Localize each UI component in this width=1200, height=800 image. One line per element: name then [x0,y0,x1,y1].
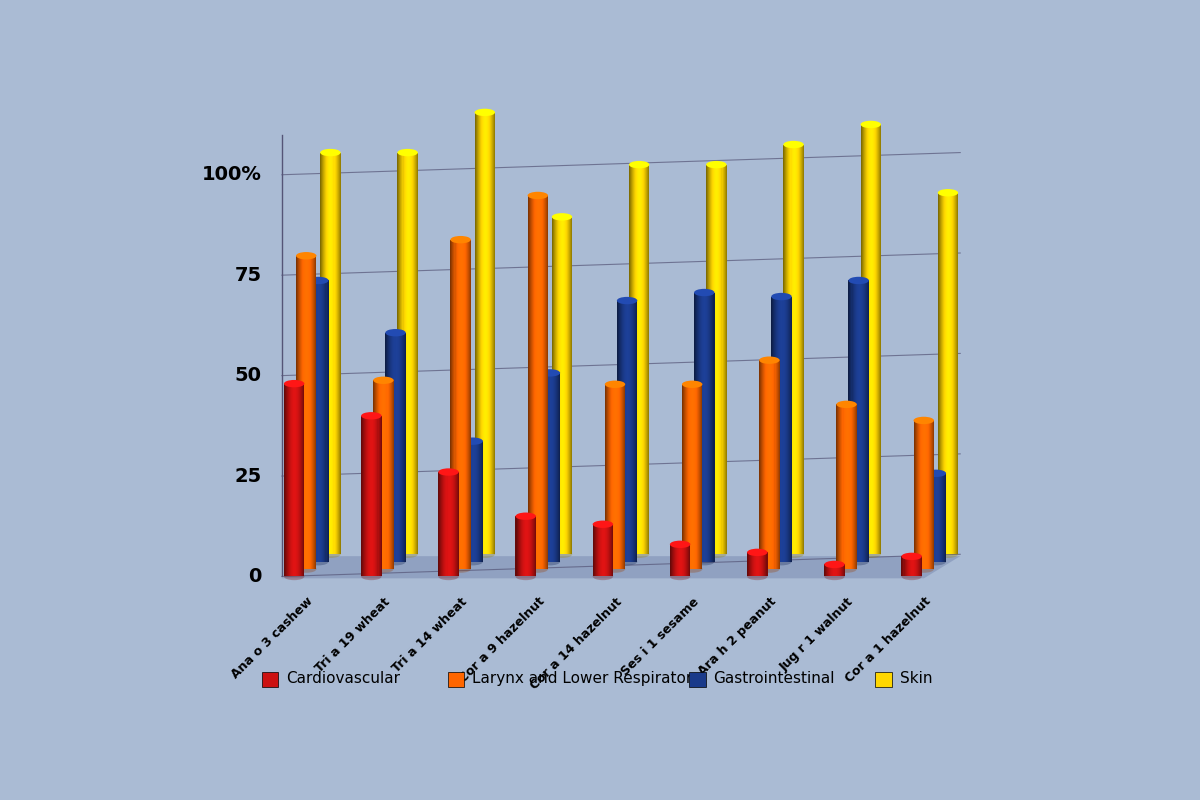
Ellipse shape [670,573,690,580]
Ellipse shape [937,550,958,558]
Ellipse shape [670,541,690,548]
Text: Skin: Skin [900,670,932,686]
Ellipse shape [913,417,934,424]
Ellipse shape [373,377,394,384]
Ellipse shape [605,381,625,388]
Ellipse shape [824,573,845,580]
Ellipse shape [308,558,329,566]
Ellipse shape [784,141,804,148]
Ellipse shape [361,573,382,580]
Ellipse shape [748,573,768,580]
Ellipse shape [320,149,341,156]
Text: Ana o 3 cashew: Ana o 3 cashew [229,595,316,682]
Text: Cor a 14 hazelnut: Cor a 14 hazelnut [528,595,624,692]
Ellipse shape [528,566,548,573]
Text: 75: 75 [234,266,262,285]
Ellipse shape [860,121,881,128]
Ellipse shape [552,550,572,558]
Ellipse shape [748,549,768,556]
Ellipse shape [373,566,394,573]
Ellipse shape [937,189,958,197]
Ellipse shape [320,550,341,558]
Bar [876,672,892,687]
Text: 100%: 100% [202,166,262,184]
Ellipse shape [760,566,780,573]
Text: 25: 25 [234,466,262,486]
Bar [448,672,464,687]
Ellipse shape [706,161,727,168]
Text: Cor a 9 hazelnut: Cor a 9 hazelnut [456,595,547,686]
Ellipse shape [296,252,317,259]
Ellipse shape [516,513,536,520]
Ellipse shape [397,149,418,156]
Ellipse shape [284,380,305,387]
Text: Tri a 19 wheat: Tri a 19 wheat [313,595,392,674]
Ellipse shape [385,558,406,566]
Ellipse shape [706,550,727,558]
Ellipse shape [397,550,418,558]
Bar [689,672,706,687]
Ellipse shape [629,161,649,168]
Ellipse shape [824,561,845,568]
Ellipse shape [913,566,934,573]
Ellipse shape [848,558,869,566]
Ellipse shape [925,558,946,566]
Ellipse shape [772,558,792,566]
Text: Ses i 1 sesame: Ses i 1 sesame [618,595,701,678]
Text: Ara h 2 peanut: Ara h 2 peanut [696,595,779,678]
Ellipse shape [901,573,922,580]
Ellipse shape [682,381,702,388]
Ellipse shape [901,553,922,560]
Ellipse shape [552,213,572,221]
Ellipse shape [308,277,329,284]
Ellipse shape [682,566,702,573]
Ellipse shape [438,573,458,580]
Ellipse shape [848,277,869,284]
Ellipse shape [860,550,881,558]
Text: 0: 0 [248,567,262,586]
Ellipse shape [760,357,780,364]
Text: Jug r 1 walnut: Jug r 1 walnut [778,595,856,674]
Ellipse shape [540,369,560,377]
Ellipse shape [593,521,613,528]
Text: Cor a 1 hazelnut: Cor a 1 hazelnut [842,595,932,686]
Bar [262,672,278,687]
Text: 50: 50 [235,366,262,385]
Ellipse shape [450,236,470,243]
Ellipse shape [385,329,406,337]
Ellipse shape [474,550,496,558]
Ellipse shape [629,550,649,558]
Ellipse shape [617,297,637,304]
Text: Gastrointestinal: Gastrointestinal [714,670,835,686]
Ellipse shape [694,289,714,296]
Ellipse shape [284,573,305,580]
Ellipse shape [605,566,625,573]
Ellipse shape [925,470,946,477]
Ellipse shape [361,412,382,419]
Ellipse shape [516,573,536,580]
Ellipse shape [784,550,804,558]
Ellipse shape [540,558,560,566]
Ellipse shape [474,109,496,116]
Ellipse shape [617,558,637,566]
Ellipse shape [836,401,857,408]
Ellipse shape [462,558,482,566]
Ellipse shape [694,558,714,566]
Ellipse shape [772,293,792,300]
Text: Tri a 14 wheat: Tri a 14 wheat [390,595,470,674]
Ellipse shape [462,438,482,445]
Ellipse shape [528,192,548,199]
Ellipse shape [450,566,470,573]
Text: Larynx and Lower Respiratory: Larynx and Lower Respiratory [472,670,701,686]
Ellipse shape [836,566,857,573]
Ellipse shape [296,566,317,573]
Text: Cardiovascular: Cardiovascular [286,670,400,686]
Polygon shape [282,556,960,578]
Ellipse shape [438,468,458,476]
Ellipse shape [593,573,613,580]
